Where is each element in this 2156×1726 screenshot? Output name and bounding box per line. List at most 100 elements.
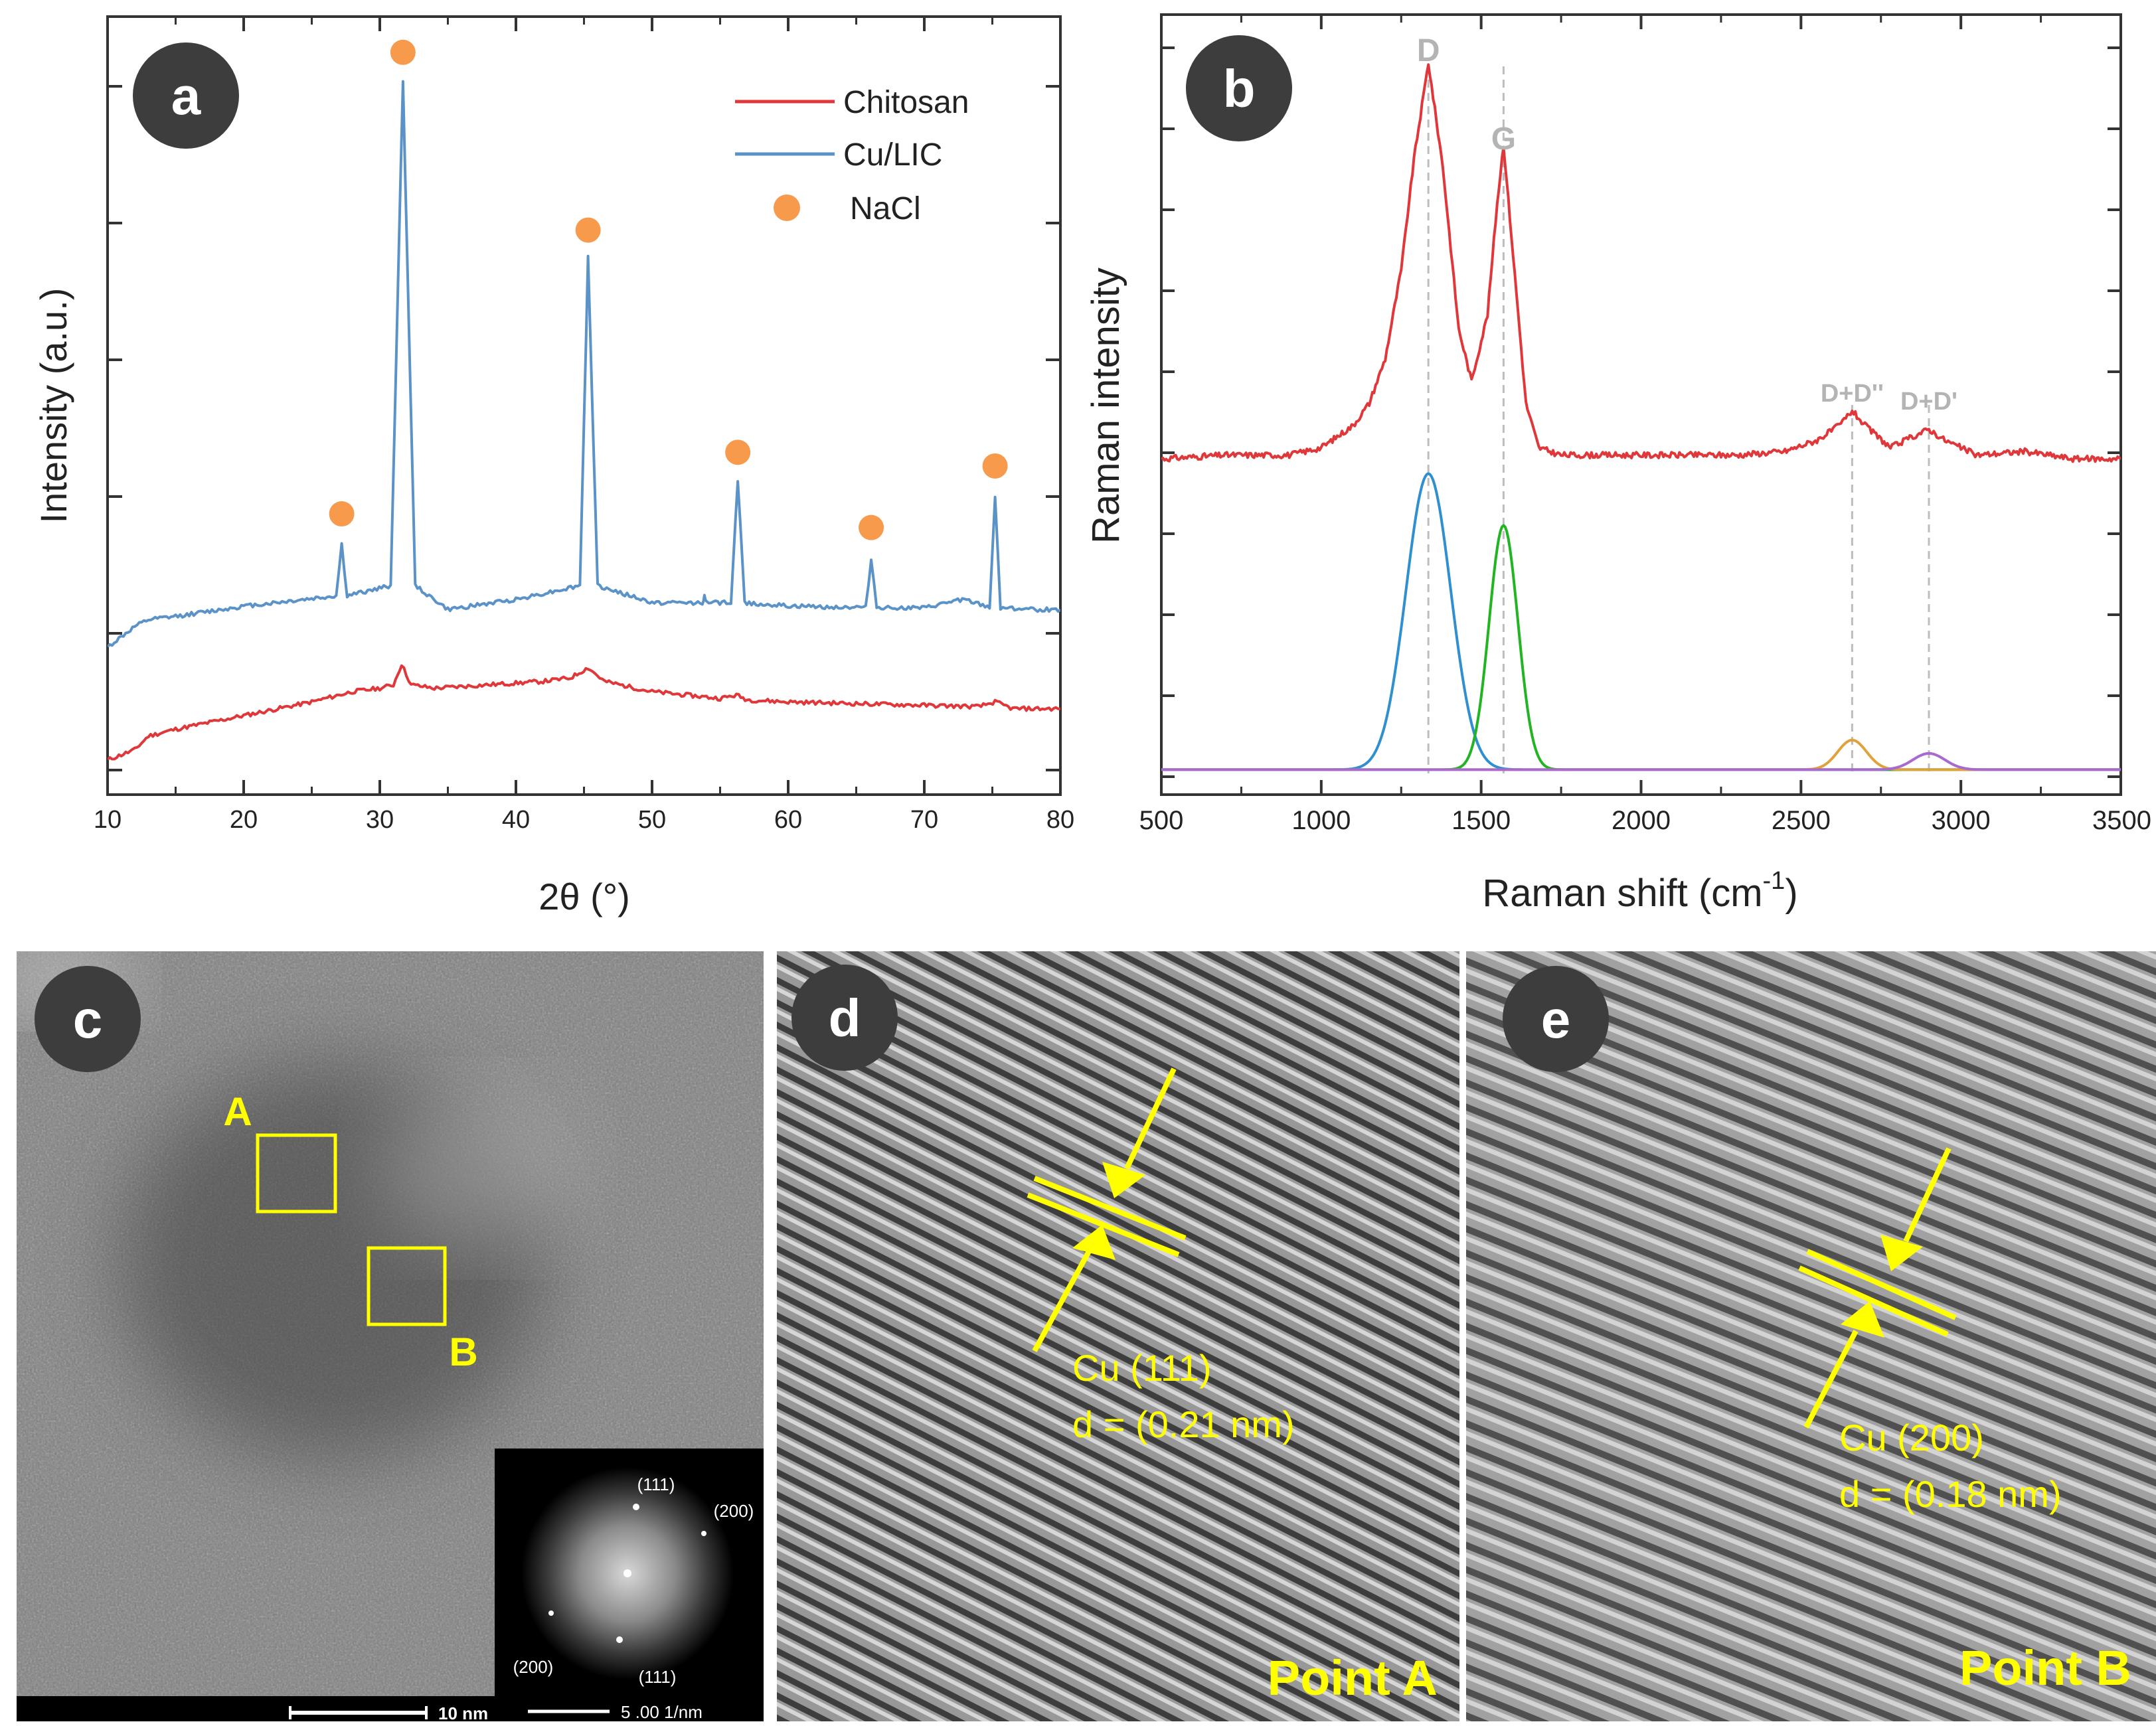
fft-spot-200-left [548, 1610, 554, 1616]
fft-center-spot [623, 1569, 631, 1577]
fft-label-200-right: (200) [714, 1501, 754, 1521]
b-x-tick-label-3500: 3500 [2092, 806, 2151, 835]
a-x-tick-label-40: 40 [502, 806, 530, 834]
b-x-tick-label-3000: 3000 [1932, 806, 1991, 835]
arrow-a-bottom-shaft [1032, 1250, 1092, 1352]
arrow-a-bottom-head [1072, 1225, 1116, 1260]
badge-d-letter: d [829, 988, 861, 1048]
panel-b-x-tick-labels: 500 1000 1500 2000 2500 3000 3500 [1139, 806, 2151, 835]
a-x-tick-label-30: 30 [366, 806, 394, 834]
scale-bar-label: 10 nm [438, 1703, 488, 1723]
legend-cu-lic-label: Cu/LIC [843, 137, 942, 173]
panel-b-peak-labels: D G D+D'' D+D' [1417, 33, 1957, 416]
panel-a-x-tick-labels: 10 20 30 40 50 60 70 80 [94, 806, 1074, 834]
b-x-tick-label-500: 500 [1139, 806, 1184, 835]
a-x-tick-label-80: 80 [1046, 806, 1074, 834]
panel-b-guide-lines [1427, 66, 1930, 773]
fft-scale-label: 5 .00 1/nm [621, 1702, 703, 1722]
b-x-tick-label-2500: 2500 [1772, 806, 1831, 835]
lattice-line-b-2 [1798, 1265, 1949, 1337]
panel-a-series [108, 80, 1060, 761]
panel-a-ticks [106, 17, 1062, 795]
region-label-b: B [449, 1330, 477, 1374]
panel-b-series [1161, 63, 2121, 771]
plane-label-b: Cu (200) [1839, 1417, 1984, 1458]
lattice-line-b-1 [1806, 1249, 1957, 1320]
region-label-a: A [223, 1089, 252, 1134]
arrow-b-top-head [1880, 1235, 1923, 1271]
b-peak-label-1: G [1491, 121, 1516, 157]
b-series-raman-spectrum [1161, 63, 2121, 463]
panel-a-xrd: 10 20 30 40 50 60 70 80 2θ (°) Intensity (a.u.)… [33, 15, 1074, 917]
spacing-label-b: d = (0.18 nm) [1839, 1473, 2062, 1515]
panel-c-tem: A B 10 nm (111) (200) (200) (111) 5 .00 … [17, 951, 764, 1723]
badge-b-letter: b [1223, 59, 1256, 118]
fft-inset: (111) (200) (200) (111) 5 .00 1/nm [495, 1449, 764, 1722]
lattice-fringes-a [777, 951, 1459, 1721]
lattice-tint-b [1466, 951, 2156, 1721]
badge-d-circle [791, 965, 898, 1071]
panel-a-legend: Chitosan Cu/LIC NaCl [735, 85, 969, 226]
panel-b-x-axis-label-suffix: ) [1785, 872, 1797, 915]
badge-a-circle [133, 42, 239, 149]
point-b-label: Point B [1959, 1640, 2131, 1695]
panel-b-ticks [1160, 15, 2122, 795]
panel-b-x-axis-label-sup: -1 [1763, 867, 1785, 895]
panel-a-x-axis-label: 2θ (°) [539, 876, 630, 917]
panel-b-raman: 500 1000 1500 2000 2500 3000 3500 DGD+D'' D+D' … [1084, 13, 2151, 915]
plane-label-a: Cu (111) [1072, 1347, 1212, 1389]
b-x-tick-label-1000: 1000 [1291, 806, 1351, 835]
a-x-tick-label-10: 10 [94, 806, 122, 834]
scale-strip [17, 1696, 764, 1721]
spacing-label-a: d = (0.21 nm) [1072, 1403, 1295, 1445]
fft-spot-111-bottom [616, 1636, 623, 1643]
a-series-cu-lic [108, 80, 1060, 648]
badge-c-circle [35, 966, 141, 1072]
b-series-d-d-fit [1161, 751, 2121, 771]
panel-d-lattice: Cu (111) d = (0.21 nm) Point A d [777, 951, 1459, 1721]
fft-label-111-bottom: (111) [639, 1667, 677, 1687]
arrow-b-bottom-head [1841, 1301, 1884, 1338]
a-x-tick-label-50: 50 [638, 806, 666, 834]
spacing-marker-b [1798, 1147, 1957, 1429]
b-peak-label-2: D+D'' [1821, 380, 1884, 408]
nacl-marker [575, 217, 601, 243]
lattice-line-a-1 [1033, 1176, 1187, 1241]
spacing-marker-a [1027, 1067, 1187, 1352]
badge-a-letter: a [171, 66, 201, 125]
legend-chitosan-label: Chitosan [843, 85, 969, 120]
legend-nacl-label: NaCl [850, 191, 921, 226]
arrow-a-top-head [1102, 1162, 1145, 1198]
fft-label-111-top: (111) [637, 1474, 675, 1494]
legend-nacl-marker [774, 195, 800, 221]
point-a-label: Point A [1268, 1650, 1438, 1705]
b-x-tick-label-1500: 1500 [1451, 806, 1511, 835]
arrow-b-top-shaft [1903, 1147, 1951, 1243]
arrow-a-top-shaft [1124, 1067, 1177, 1170]
nacl-marker [329, 501, 355, 527]
a-x-tick-label-60: 60 [774, 806, 802, 834]
panel-e-lattice: Cu (200) d = (0.18 nm) Point B e [1466, 951, 2156, 1721]
nacl-marker [982, 453, 1008, 479]
nacl-marker [859, 514, 884, 540]
panel-d-badge: d [791, 965, 898, 1071]
badge-b-circle [1186, 35, 1292, 141]
lattice-fringes-b [1466, 951, 2156, 1721]
panel-b-x-axis-label-main: Raman shift (cm [1482, 872, 1762, 915]
nacl-marker [725, 439, 751, 465]
tem-bright-region [378, 1089, 578, 1248]
panel-b-badge: b [1186, 35, 1292, 141]
region-box-b [367, 1246, 447, 1326]
fft-spot-111-top [633, 1504, 639, 1510]
panel-c-badge: c [35, 966, 141, 1072]
panel-b-frame [1160, 13, 2122, 796]
lattice-tint-a [777, 951, 1459, 1721]
region-box-a [256, 1133, 337, 1214]
panel-a-nacl-markers [329, 39, 1008, 540]
panel-a-y-axis-label: Intensity (a.u.) [33, 288, 74, 524]
b-x-tick-label-2000: 2000 [1612, 806, 1671, 835]
a-series-chitosan [108, 664, 1060, 761]
a-x-tick-label-70: 70 [910, 806, 938, 834]
lattice-line-a-2 [1027, 1192, 1180, 1257]
